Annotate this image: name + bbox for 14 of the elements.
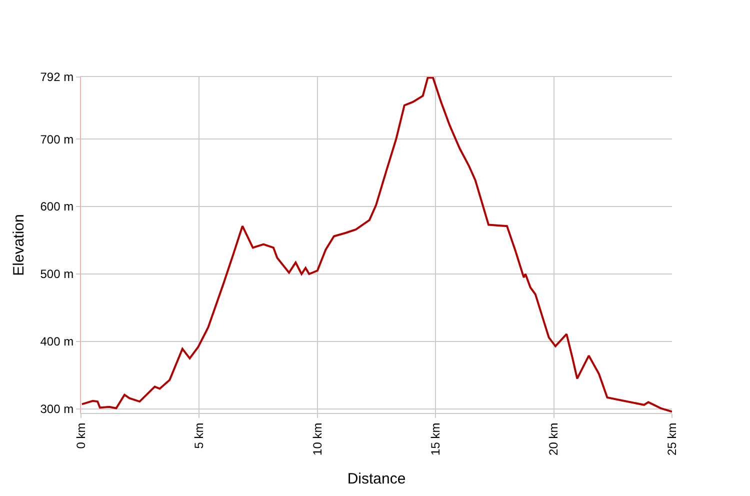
y-tick-label: 792 m <box>40 70 74 84</box>
x-tick-label: 5 km <box>192 422 206 449</box>
x-tick-label: 15 km <box>428 422 442 456</box>
x-tick-label: 10 km <box>310 422 324 456</box>
x-tick-label: 25 km <box>664 422 679 456</box>
y-axis-title: Elevation <box>10 214 28 276</box>
y-tick-label: 600 m <box>40 200 74 214</box>
y-tick-label: 300 m <box>40 402 74 416</box>
x-tick-label: 20 km <box>546 422 561 456</box>
y-tick-label: 400 m <box>40 334 74 349</box>
y-tick-label: 500 m <box>40 267 74 282</box>
y-tick-label: 700 m <box>40 132 74 146</box>
x-tick-label: 0 km <box>74 422 88 449</box>
x-axis-title: Distance <box>347 470 406 488</box>
